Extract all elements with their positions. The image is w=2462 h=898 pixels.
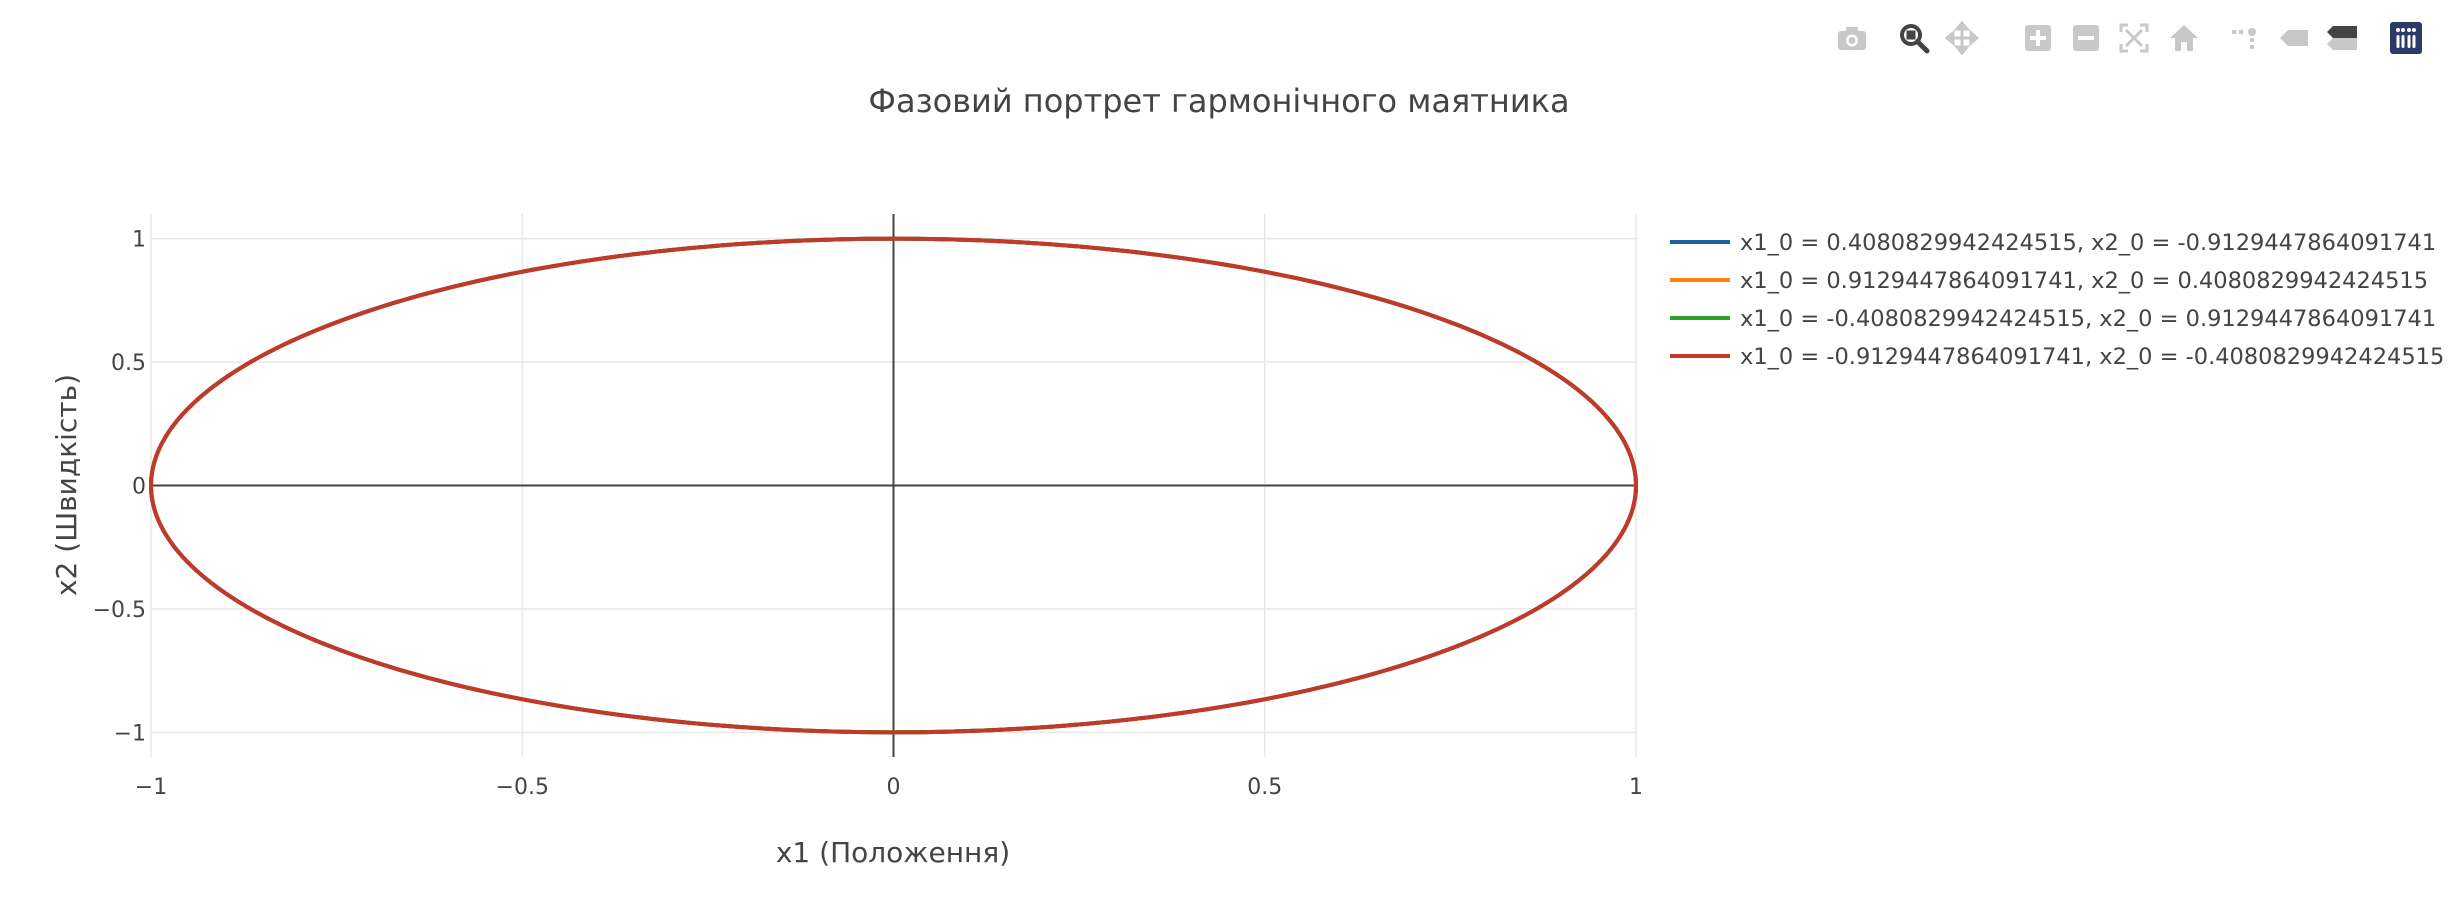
legend-item[interactable]: x1_0 = -0.9129447864091741, x2_0 = -0.40… [1670,344,2444,370]
traces [149,236,1638,735]
zoom-icon [1897,21,1931,60]
plotly-logo-button[interactable] [2384,18,2428,62]
legend-item[interactable]: x1_0 = 0.4080829942424515, x2_0 = -0.912… [1670,230,2436,256]
x-tick-label: 0.5 [1247,775,1282,800]
zoom-in-icon [2021,21,2055,60]
spike-lines-button[interactable] [2224,18,2268,62]
y-tick-label: −0.5 [93,598,146,623]
x-tick-labels: −1 −0.5 0 0.5 1 [135,775,1643,800]
y-tick-labels: −1 −0.5 0 0.5 1 [93,228,146,747]
y-tick-label: −1 [114,721,146,746]
y-tick-label: 1 [132,228,146,253]
legend-label: x1_0 = -0.4080829942424515, x2_0 = 0.912… [1740,306,2436,332]
x-tick-label: 1 [1629,775,1643,800]
autoscale-button[interactable] [2112,18,2156,62]
legend-item[interactable]: x1_0 = -0.4080829942424515, x2_0 = 0.912… [1670,306,2436,332]
zoom-button[interactable] [1892,18,1936,62]
legend-label: x1_0 = -0.9129447864091741, x2_0 = -0.40… [1740,344,2444,370]
hover-compare-icon [2325,21,2359,60]
home-icon [2167,21,2201,60]
series-line-4[interactable] [149,236,1638,735]
legend-item[interactable]: x1_0 = 0.9129447864091741, x2_0 = 0.4080… [1670,268,2428,294]
hover-closest-icon [2277,21,2311,60]
chart-title: Фазовий портрет гармонічного маятника [868,82,1569,120]
pan-button[interactable] [1940,18,1984,62]
y-axis-title: x2 (Швидкість) [50,374,83,596]
legend-label: x1_0 = 0.9129447864091741, x2_0 = 0.4080… [1740,268,2428,294]
zoom-in-button[interactable] [2016,18,2060,62]
zero-lines [151,214,1636,757]
hover-closest-button[interactable] [2272,18,2316,62]
pan-icon [1944,20,1980,60]
camera-icon [1835,21,1869,60]
home-button[interactable] [2162,18,2206,62]
spike-lines-icon [2229,21,2263,60]
modebar [1830,18,2450,62]
x-tick-label: −0.5 [496,775,549,800]
autoscale-icon [2117,21,2151,60]
zoom-out-button[interactable] [2064,18,2108,62]
x-tick-label: 0 [887,775,901,800]
legend[interactable]: x1_0 = 0.4080829942424515, x2_0 = -0.912… [1670,230,2444,370]
plotly-logo-icon [2389,21,2423,60]
hover-compare-button[interactable] [2320,18,2364,62]
x-axis-title: x1 (Положення) [776,836,1010,869]
legend-label: x1_0 = 0.4080829942424515, x2_0 = -0.912… [1740,230,2436,256]
camera-button[interactable] [1830,18,1874,62]
y-tick-label: 0 [132,475,146,500]
x-tick-label: −1 [135,775,167,800]
y-tick-label: 0.5 [111,351,146,376]
zoom-out-icon [2069,21,2103,60]
